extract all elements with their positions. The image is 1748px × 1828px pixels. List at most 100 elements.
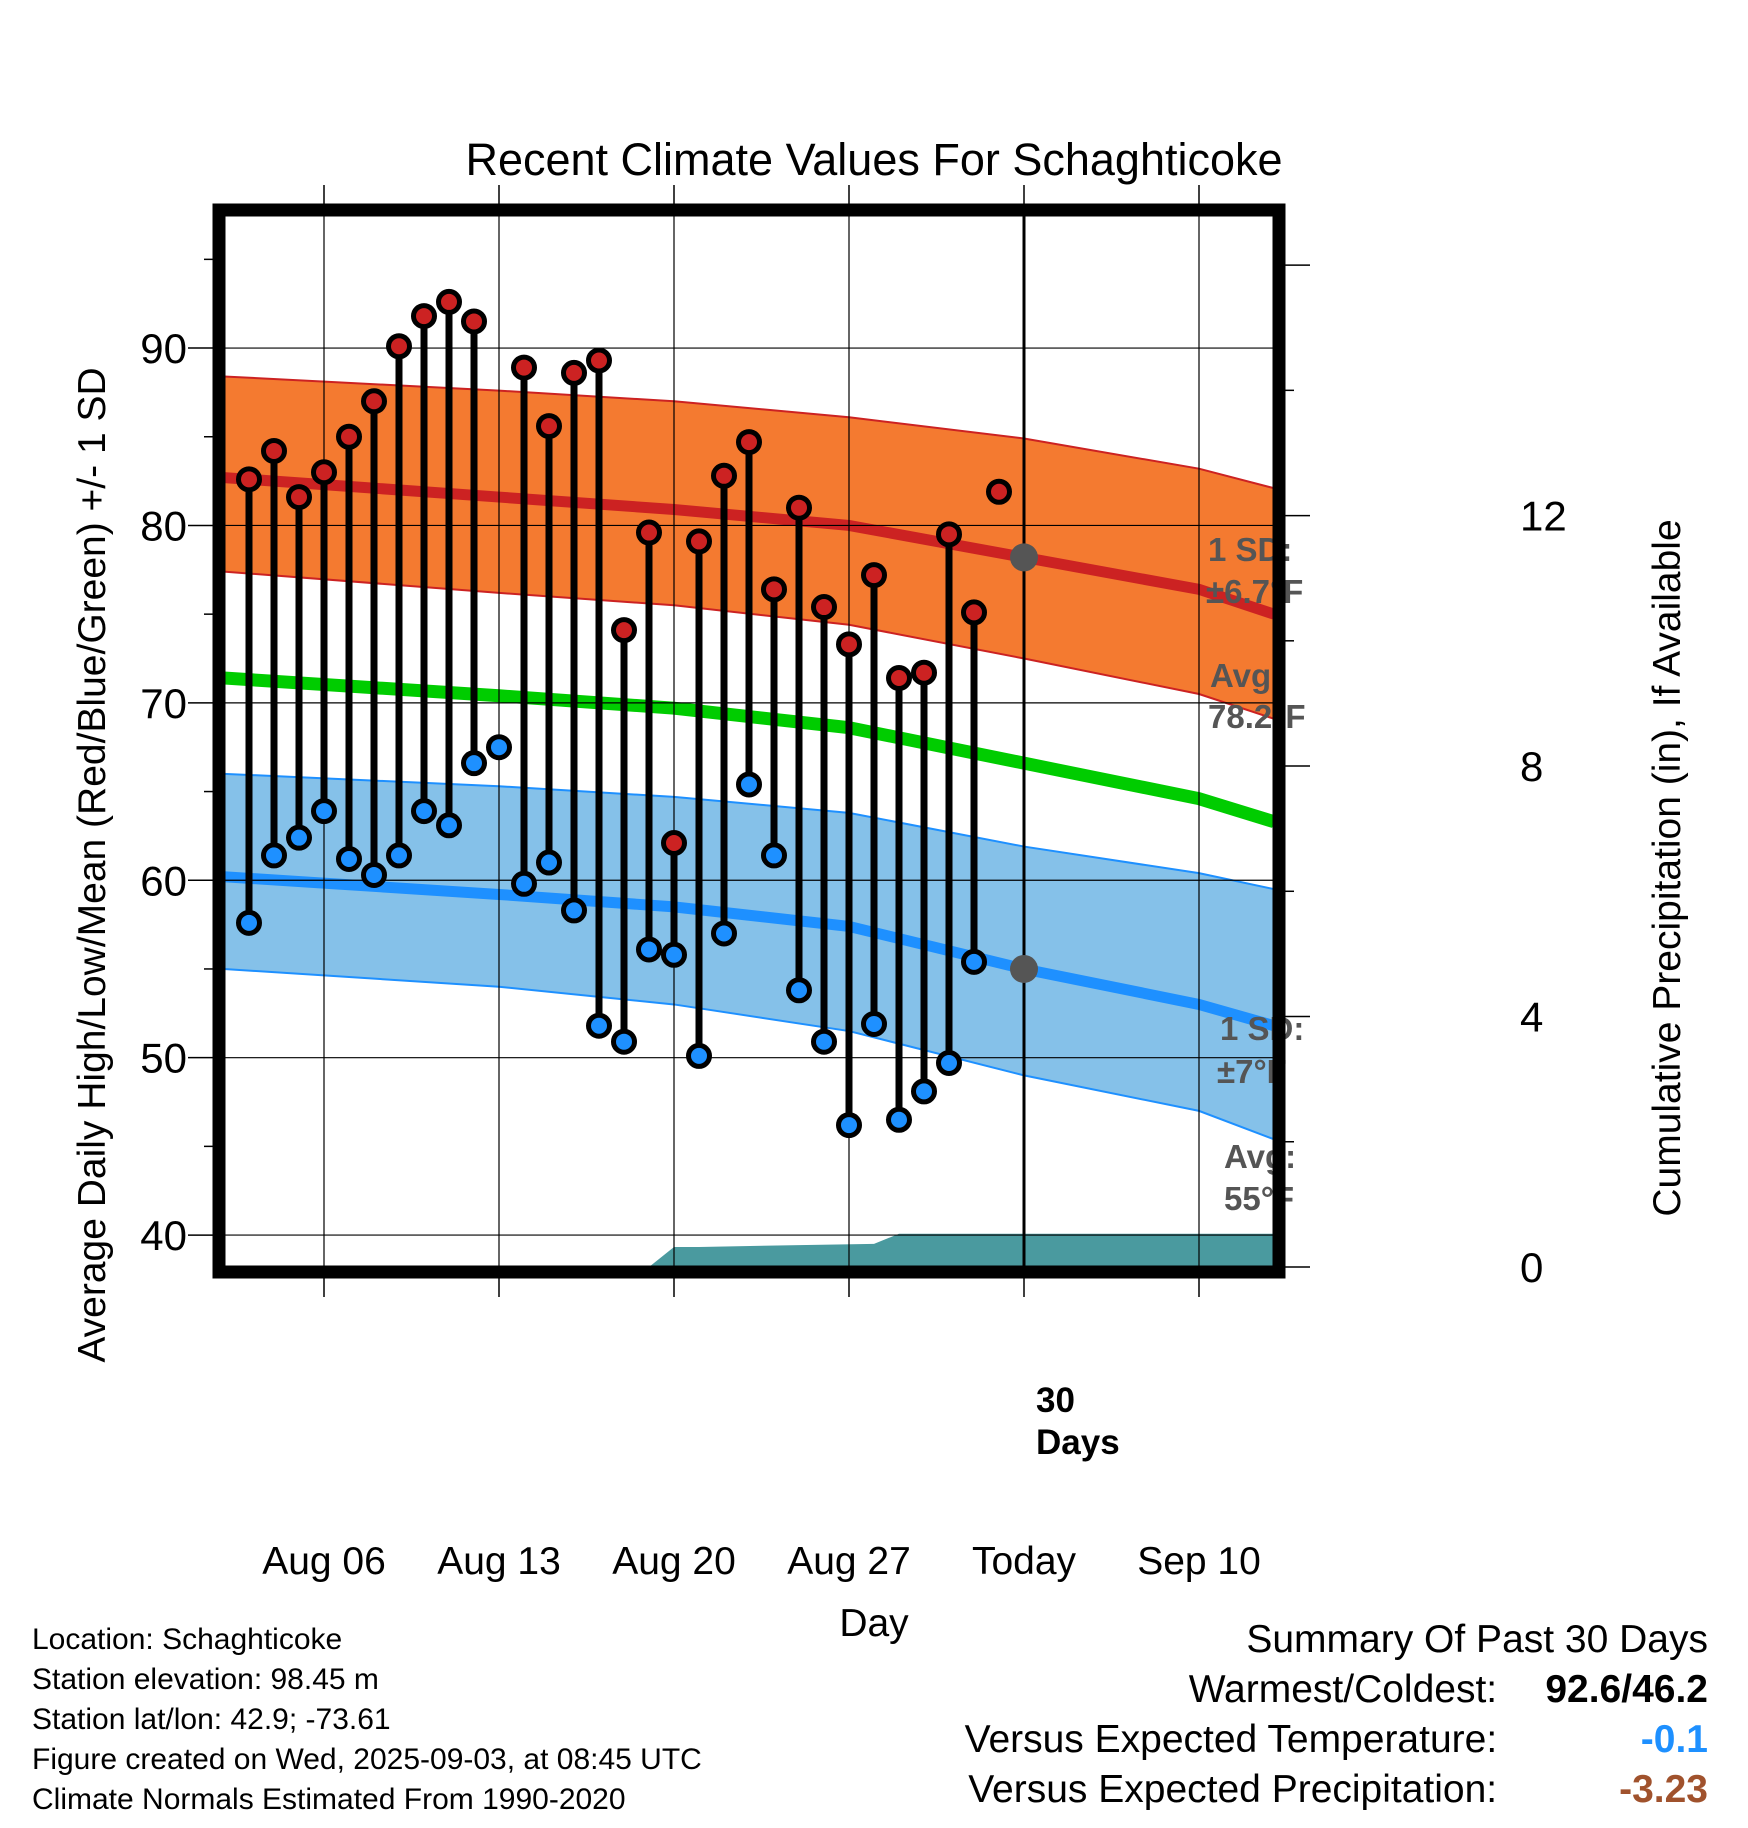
daily-low-point xyxy=(261,842,287,869)
today-high-avg-marker xyxy=(1010,543,1038,572)
daily-low-point xyxy=(686,1042,712,1069)
warm-cold-label: Warmest/Coldest: xyxy=(1188,1668,1498,1711)
daily-low-point xyxy=(886,1106,912,1133)
daily-high-point xyxy=(261,437,287,464)
x-axis: Aug 06 Aug 13 Aug 20 Aug 27 Today Sep 10 xyxy=(262,185,1261,1583)
high-avg-annotation-value: 78.2°F xyxy=(1208,698,1306,735)
plot-frame xyxy=(212,203,1286,1279)
daily-high-point xyxy=(511,354,537,381)
daily-high-point xyxy=(611,617,637,644)
x-tick-label: Sep 10 xyxy=(1137,1540,1261,1583)
y-axis: 40 50 60 70 80 90 xyxy=(140,258,218,1259)
temp-departure-label: Versus Expected Temperature: xyxy=(964,1718,1498,1761)
daily-low-point xyxy=(286,824,312,851)
high-sd-annotation-value: ±6.7°F xyxy=(1206,573,1303,610)
daily-low-point xyxy=(336,845,362,872)
daily-high-point xyxy=(286,484,312,511)
x-tick-label: Aug 06 xyxy=(262,1540,386,1583)
daily-high-point xyxy=(761,576,787,603)
x-tick-label: Aug 27 xyxy=(787,1540,911,1583)
chart-title: Recent Climate Values For Schaghticoke xyxy=(465,134,1282,185)
daily-low-point xyxy=(236,909,262,936)
daily-high-point xyxy=(836,631,862,658)
y-tick-label: 60 xyxy=(140,857,187,904)
daily-low-point xyxy=(386,842,412,869)
daily-high-point xyxy=(911,659,937,686)
daily-high-point xyxy=(436,288,462,315)
y-tick-label: 70 xyxy=(140,680,187,727)
elevation-text: Station elevation: 98.45 m xyxy=(32,1663,379,1696)
daily-low-point xyxy=(911,1078,937,1105)
daily-low-point xyxy=(861,1010,887,1037)
daily-high-point xyxy=(636,519,662,546)
daily-high-point xyxy=(536,413,562,440)
daily-low-point xyxy=(961,948,987,975)
location-text: Location: Schaghticoke xyxy=(32,1623,343,1656)
warm-cold-row: Warmest/Coldest: 92.6/46.2 xyxy=(965,1665,1708,1715)
created-text: Figure created on Wed, 2025-09-03, at 08… xyxy=(32,1743,702,1776)
daily-high-point xyxy=(236,466,262,493)
daily-low-point xyxy=(436,812,462,839)
daily-high-point xyxy=(986,478,1012,505)
daily-low-point xyxy=(461,750,487,777)
daily-high-point xyxy=(336,423,362,450)
daily-high-point xyxy=(586,347,612,374)
low-sd-band xyxy=(224,773,1274,1140)
daily-low-point xyxy=(361,861,387,888)
daily-high-point xyxy=(861,562,887,589)
y2-tick-label: 4 xyxy=(1520,994,1543,1041)
y-tick-label: 50 xyxy=(140,1035,187,1082)
x-tick-label: Today xyxy=(972,1540,1077,1583)
daily-low-point xyxy=(811,1028,837,1055)
daily-low-point xyxy=(511,870,537,897)
daily-high-point xyxy=(936,521,962,548)
summary-title: Summary Of Past 30 Days xyxy=(1246,1618,1708,1661)
daily-high-point xyxy=(686,528,712,555)
daily-low-point xyxy=(761,842,787,869)
latlon-text: Station lat/lon: 42.9; -73.61 xyxy=(32,1703,391,1736)
today-days-label-unit: Days xyxy=(1036,1423,1120,1462)
daily-low-point xyxy=(736,771,762,798)
daily-high-point xyxy=(561,359,587,386)
daily-high-point xyxy=(811,594,837,621)
daily-high-point xyxy=(461,308,487,335)
high-avg-annotation: Avg: xyxy=(1210,657,1282,694)
x-axis-label: Day xyxy=(839,1602,909,1645)
daily-low-point xyxy=(711,920,737,947)
y2-tick-label: 12 xyxy=(1520,493,1567,540)
y2-axis-label: Cumulative Precipitation (in), If Availa… xyxy=(1646,519,1689,1216)
y-axis-label: Average Daily High/Low/Mean (Red/Blue/Gr… xyxy=(71,367,114,1362)
daily-high-point xyxy=(311,459,337,486)
y2-axis: 0 4 8 12 xyxy=(1280,264,1567,1291)
daily-low-point xyxy=(561,897,587,924)
x-tick-label: Aug 20 xyxy=(612,1540,736,1583)
daily-low-point xyxy=(936,1049,962,1076)
today-days-label: 30 xyxy=(1036,1381,1075,1420)
daily-low-point xyxy=(311,798,337,825)
precip-departure-value: -3.23 xyxy=(1619,1768,1708,1811)
daily-high-point xyxy=(886,665,912,692)
x-tick-label: Aug 13 xyxy=(437,1540,561,1583)
daily-low-point xyxy=(586,1012,612,1039)
daily-high-point xyxy=(361,388,387,415)
temp-departure-value: -0.1 xyxy=(1640,1718,1708,1761)
precip-departure-label: Versus Expected Precipitation: xyxy=(968,1768,1498,1811)
daily-low-point xyxy=(411,798,437,825)
daily-low-point xyxy=(661,941,687,968)
precip-departure-row: Versus Expected Precipitation: -3.23 xyxy=(965,1765,1708,1815)
warm-cold-value: 92.6/46.2 xyxy=(1545,1668,1708,1711)
y2-tick-label: 8 xyxy=(1520,743,1543,790)
daily-high-point xyxy=(661,830,687,857)
daily-high-point xyxy=(711,462,737,489)
daily-low-point xyxy=(786,977,812,1004)
daily-high-point xyxy=(961,599,987,626)
daily-high-point xyxy=(411,303,437,330)
daily-high-point xyxy=(386,333,412,360)
daily-high-point xyxy=(736,429,762,456)
y2-tick-label: 0 xyxy=(1520,1244,1543,1291)
y-tick-label: 80 xyxy=(140,502,187,549)
temp-departure-row: Versus Expected Temperature: -0.1 xyxy=(965,1715,1708,1765)
low-sd-annotation: 1 SD: xyxy=(1220,1010,1304,1047)
daily-low-point xyxy=(486,734,512,761)
y-tick-label: 40 xyxy=(140,1212,187,1259)
